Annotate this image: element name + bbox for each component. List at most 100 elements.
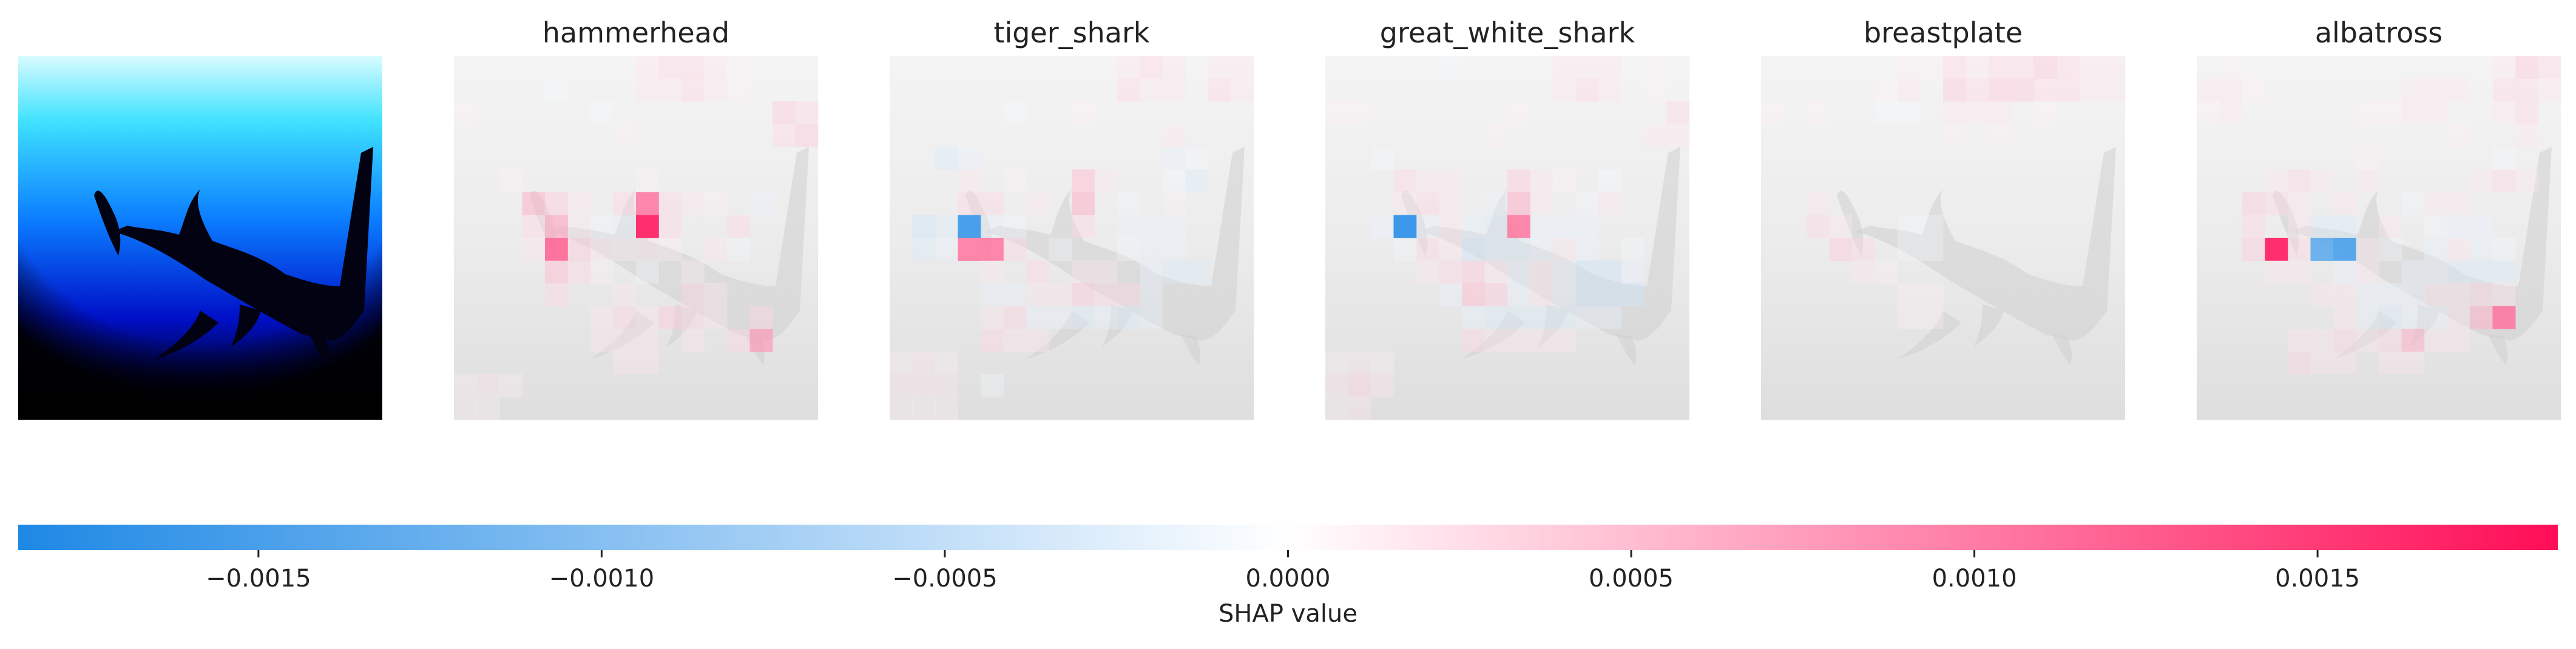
heatmap-cell (1072, 215, 1095, 238)
heatmap-cell (2356, 238, 2379, 261)
heatmap-cell (1553, 215, 1576, 238)
heatmap-cell (1416, 192, 1439, 215)
heatmap-cell (912, 215, 936, 238)
heatmap-cell (1898, 238, 1921, 261)
heatmap-cell (1163, 215, 1186, 238)
heatmap-cell (658, 192, 682, 215)
heatmap-cell (1140, 283, 1163, 306)
heatmap-cell (1575, 306, 1599, 329)
heatmap-cell (1507, 215, 1530, 238)
heatmap-cell (1507, 260, 1530, 284)
heatmap-cell (1371, 374, 1394, 397)
heatmap-cell (1530, 238, 1553, 261)
heatmap-cell (2219, 78, 2243, 102)
heatmap-cell (981, 260, 1004, 284)
heatmap-cell (727, 329, 750, 352)
heatmap-cell (1003, 329, 1027, 352)
panel-title: albatross (2315, 16, 2442, 49)
heatmap-cell (1530, 306, 1553, 329)
colorbar-tick-label: 0.0010 (1932, 565, 2017, 593)
heatmap-cell (1989, 101, 2012, 124)
heatmap-cell (1553, 306, 1576, 329)
heatmap-cell (2080, 78, 2103, 102)
heatmap-cell (1439, 260, 1462, 284)
heatmap-cell (1943, 56, 1966, 79)
heatmap-cell (1371, 351, 1394, 375)
heatmap-cell (935, 374, 958, 397)
heatmap-cell (2310, 329, 2334, 352)
heatmap-cell (2356, 147, 2379, 170)
heatmap-cell (1575, 78, 1599, 102)
heatmap-cell (636, 215, 659, 238)
heatmap-cell (1507, 101, 1530, 124)
heatmap-cell (1898, 78, 1921, 102)
heatmap-cell (681, 306, 705, 329)
heatmap-cell (1231, 56, 1254, 79)
heatmap-cell (2492, 78, 2516, 102)
heatmap-cell (1553, 78, 1576, 102)
heatmap-cell (2242, 238, 2265, 261)
heatmap-cell (1943, 101, 1966, 124)
panel-title: tiger_shark (993, 16, 1149, 49)
heatmap-cell (1140, 260, 1163, 284)
heatmap-cell (1852, 260, 1875, 284)
heatmap-cell (1553, 238, 1576, 261)
heatmap-cell (2447, 260, 2470, 284)
heatmap-cell (2102, 56, 2126, 79)
heatmap-cell (522, 215, 546, 238)
heatmap-cell (1484, 329, 1508, 352)
heatmap-cell (981, 306, 1004, 329)
heatmap-cell (795, 101, 819, 124)
heatmap-cell (935, 215, 958, 238)
heatmap-cell (1666, 124, 1690, 147)
heatmap-cell (1920, 56, 1944, 79)
heatmap-cell (1598, 78, 1621, 102)
heatmap-cell (935, 147, 958, 170)
heatmap-cell (636, 169, 659, 193)
colorbar-tick-label: 0.0000 (1246, 565, 1331, 593)
heatmap-cell (1416, 260, 1439, 284)
heatmap-cell (636, 78, 659, 102)
heatmap-cell (2310, 215, 2334, 238)
heatmap-cell (2310, 283, 2334, 306)
heatmap-cell (681, 283, 705, 306)
heatmap-cell (2288, 351, 2311, 375)
heatmap-cell (2333, 192, 2356, 215)
heatmap-cell (1163, 169, 1186, 193)
heatmap-cell (1553, 56, 1576, 79)
heatmap-cell (1484, 215, 1508, 238)
heatmap-cells (890, 56, 1254, 420)
heatmap-cell (1462, 329, 1485, 352)
heatmap-cell (613, 283, 637, 306)
heatmap-cell (2356, 169, 2379, 193)
heatmap-cell (590, 101, 614, 124)
heatmap-cell (2333, 306, 2356, 329)
heatmap-cell (1163, 56, 1186, 79)
heatmap-cell (890, 374, 913, 397)
heatmap-cell (1049, 238, 1072, 261)
heatmap-cells (454, 56, 819, 420)
colorbar-tick-label: −0.0005 (892, 565, 997, 593)
heatmap-cell (2401, 329, 2425, 352)
heatmap-cell (2356, 283, 2379, 306)
heatmap-cell (2515, 56, 2538, 79)
heatmap-cell (981, 238, 1004, 261)
heatmap-cell (2515, 101, 2538, 124)
heatmap-cell (2011, 78, 2035, 102)
heatmap-cell (1393, 192, 1417, 215)
heatmap-cell (1462, 238, 1485, 261)
heatmap-cell (2492, 238, 2516, 261)
heatmap-cell (2288, 260, 2311, 284)
heatmap-cell (567, 215, 591, 238)
heatmap-cell (1530, 329, 1553, 352)
heatmap-cell (1325, 374, 1348, 397)
heatmap-cell (2310, 351, 2334, 375)
heatmap-cell (1507, 306, 1530, 329)
panels-row: hammerhead tiger_shark great_white_shark br… (18, 16, 2561, 420)
heatmap-cell (1072, 306, 1095, 329)
heatmap-cell (2310, 169, 2334, 193)
heatmap-cell (2034, 101, 2057, 124)
heatmap-cell (2379, 283, 2402, 306)
heatmap-cell (2492, 56, 2516, 79)
heatmap-cell (545, 215, 568, 238)
